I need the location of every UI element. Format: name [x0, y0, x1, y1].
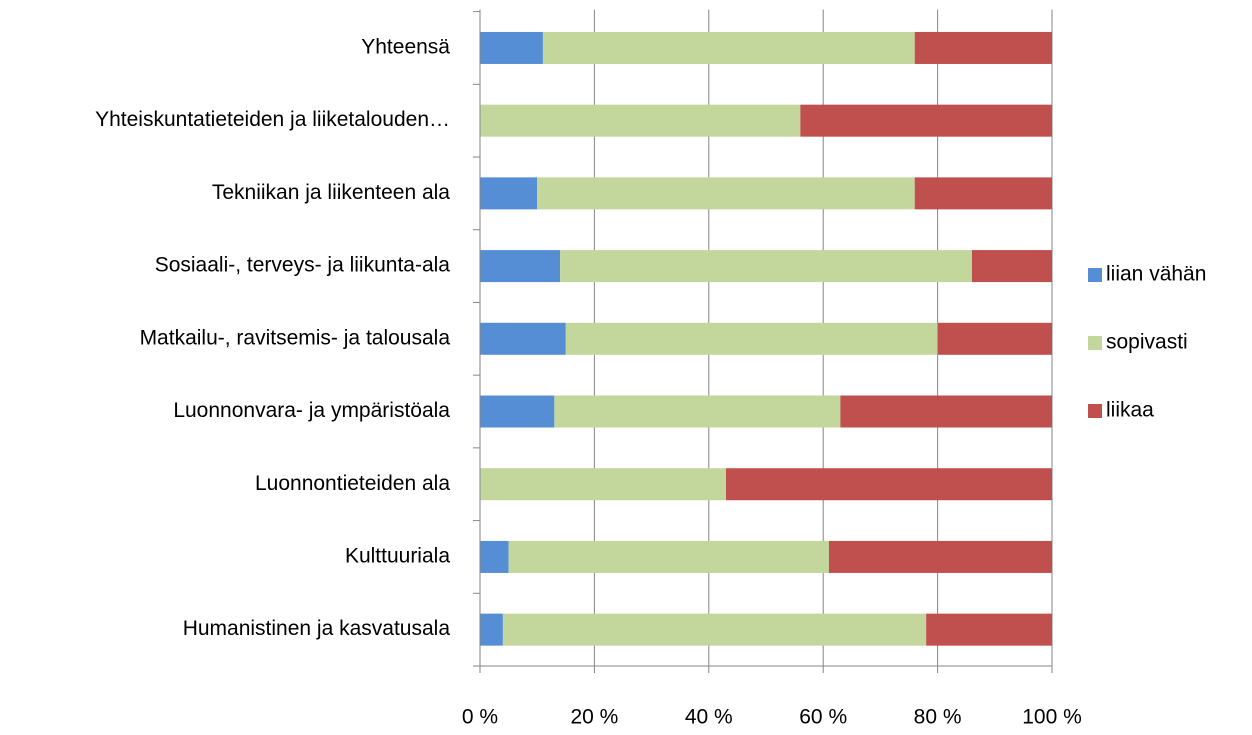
bar-segment — [914, 31, 1052, 64]
bar-segment — [565, 322, 938, 355]
y-tick-label: Yhteensä — [361, 36, 450, 59]
y-tick-label: Sosiaali-, terveys- ja liikunta-ala — [155, 254, 451, 277]
bar-segment — [937, 322, 1052, 355]
bar-segment — [480, 104, 801, 137]
bar-segment — [800, 104, 1052, 137]
bar-segment — [480, 250, 561, 283]
bar-segment — [480, 31, 543, 64]
legend-label: sopivasti — [1106, 331, 1188, 354]
y-tick-label: Matkailu-, ravitsemis- ja talousala — [140, 326, 451, 349]
bar-segment — [554, 395, 841, 428]
legend-swatch — [1088, 404, 1102, 418]
bar-segment — [542, 31, 915, 64]
x-tick-label: 60 % — [799, 706, 847, 729]
bar-segment — [971, 250, 1052, 283]
bar-segment — [537, 177, 915, 210]
bar-segment — [480, 322, 566, 355]
y-tick-label: Luonnontieteiden ala — [255, 472, 450, 495]
bar-segment — [725, 468, 1052, 501]
bar-segment — [840, 395, 1052, 428]
y-tick-label: Humanistinen ja kasvatusala — [183, 617, 451, 640]
bar-segment — [560, 250, 972, 283]
bar-segment — [828, 540, 1052, 573]
legend-label: liian vähän — [1106, 263, 1206, 286]
x-tick-label: 0 % — [462, 706, 498, 729]
bar-segment — [914, 177, 1052, 210]
legend-swatch — [1088, 336, 1102, 350]
x-tick-label: 80 % — [914, 706, 962, 729]
legend-label: liikaa — [1106, 399, 1154, 422]
bar-segment — [480, 177, 538, 210]
x-tick-label: 20 % — [570, 706, 618, 729]
bar-segment — [508, 540, 829, 573]
bar-segment — [480, 468, 726, 501]
bar-segment — [480, 395, 555, 428]
bar-segment — [480, 613, 503, 646]
y-tick-label: Kulttuuriala — [345, 544, 450, 567]
x-tick-label: 40 % — [685, 706, 733, 729]
bar-segment — [926, 613, 1052, 646]
legend-swatch — [1088, 268, 1102, 282]
y-tick-label: Yhteiskuntatieteiden ja liiketalouden… — [95, 108, 450, 131]
bar-segment — [502, 613, 927, 646]
y-tick-label: Tekniikan ja liikenteen ala — [212, 181, 450, 204]
bar-segment — [480, 540, 509, 573]
x-tick-label: 100 % — [1022, 706, 1082, 729]
y-tick-label: Luonnonvara- ja ympäristöala — [173, 399, 450, 422]
